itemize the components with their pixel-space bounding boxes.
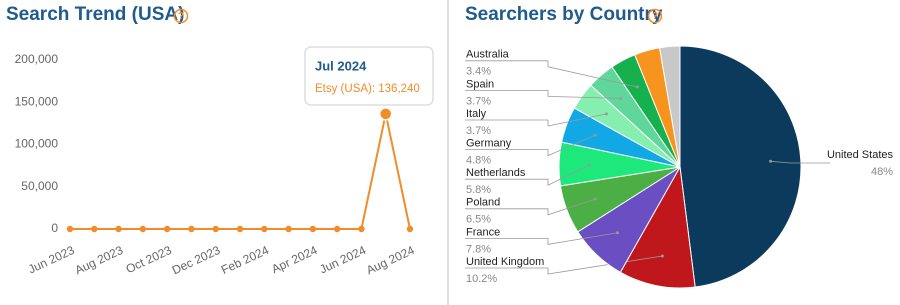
data-point (261, 225, 268, 233)
slice-label: Poland (466, 197, 500, 209)
tooltip-title: Jul 2024 (315, 58, 367, 73)
slice-label: United Kingdom (466, 256, 544, 268)
leader-dot (587, 163, 591, 167)
data-point (139, 225, 147, 233)
leader-line (465, 232, 618, 245)
help-icon-text: ? (178, 11, 184, 22)
data-point (358, 225, 365, 233)
y-tick-label: 100,000 (15, 137, 59, 151)
data-point (66, 225, 74, 233)
chart-title: Searchers by Country (465, 4, 663, 25)
slice-value: 4.8% (466, 155, 491, 167)
data-point (115, 225, 122, 233)
leader-dot (769, 159, 773, 163)
leader-dot (660, 254, 664, 258)
leader-dot (593, 133, 597, 137)
chart-title: Search Trend (USA) (6, 4, 184, 25)
tooltip (304, 46, 434, 106)
leader-line (465, 198, 596, 216)
data-point (333, 225, 341, 233)
help-icon-text: ? (652, 11, 658, 22)
leader-dot (593, 197, 597, 201)
leader-line (770, 160, 830, 164)
slice-value: 48% (871, 166, 893, 178)
leader-dot (619, 96, 623, 100)
y-tick-label: 50,000 (21, 179, 58, 193)
data-point (188, 225, 195, 233)
slice-label: Italy (466, 108, 487, 120)
pie-slice (619, 165, 696, 289)
slice-label: United States (827, 149, 894, 161)
data-point (406, 225, 414, 233)
leader-line (465, 60, 638, 88)
pie-slice (658, 45, 681, 168)
slice-value: 3.7% (466, 95, 491, 107)
y-tick-label: 150,000 (15, 94, 59, 108)
leader-line (465, 90, 621, 99)
leader-line (465, 134, 596, 157)
data-point (285, 225, 292, 233)
y-tick-label: 200,000 (15, 52, 59, 66)
leader-line (465, 255, 663, 275)
slice-value: 6.5% (466, 214, 491, 226)
data-point (309, 225, 317, 233)
pie-slice (679, 45, 802, 288)
data-point (236, 225, 244, 233)
data-point (212, 225, 219, 233)
data-point (91, 225, 98, 233)
help-icon[interactable] (647, 8, 663, 24)
slice-label: Australia (466, 49, 510, 61)
y-tick-label: 0 (51, 221, 58, 235)
slice-label: Germany (466, 138, 512, 150)
slice-label: Netherlands (466, 167, 526, 179)
slice-label: Spain (466, 78, 494, 90)
leader-line (465, 113, 607, 127)
slice-label: France (466, 226, 500, 238)
slice-value: 7.8% (466, 243, 491, 255)
slice-value: 3.7% (466, 125, 491, 137)
data-point (378, 107, 393, 121)
slice-value: 10.2% (466, 273, 497, 285)
slice-value: 5.8% (466, 184, 491, 196)
help-icon[interactable] (173, 8, 189, 24)
leader-dot (604, 112, 608, 116)
leader-line (465, 164, 590, 186)
leader-dot (635, 85, 639, 89)
slice-value: 3.4% (466, 66, 491, 78)
leader-dot (615, 231, 619, 235)
tooltip-text: Etsy (USA): 136,240 (315, 83, 420, 95)
data-point (163, 225, 171, 233)
